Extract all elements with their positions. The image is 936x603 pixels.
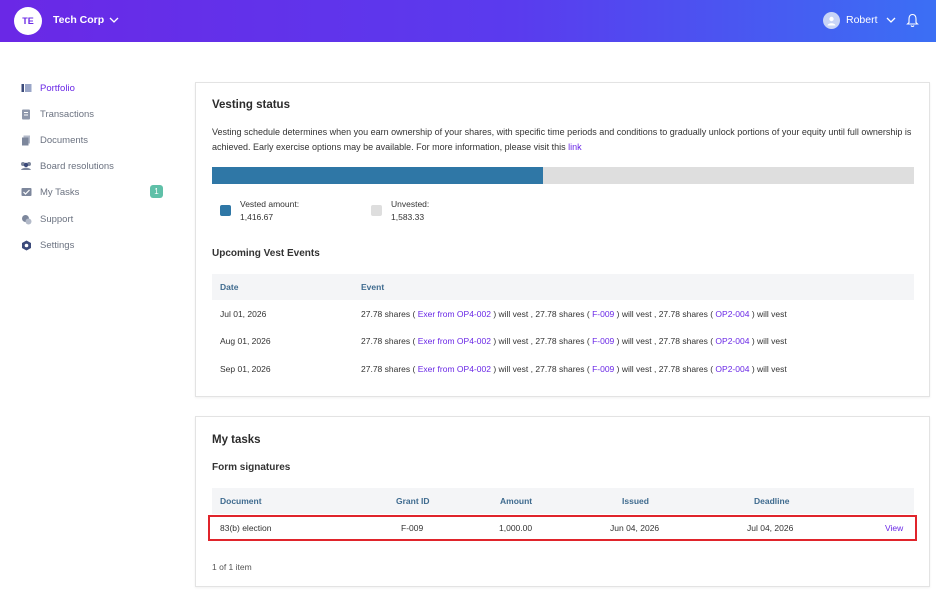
issued-date: Jun 04, 2026 bbox=[610, 523, 660, 533]
vesting-description: Vesting schedule determines when you ear… bbox=[212, 125, 912, 155]
top-header: TE Tech Corp Robert bbox=[0, 0, 936, 42]
amount: 1,000.00 bbox=[499, 523, 533, 533]
user-icon bbox=[827, 16, 836, 26]
document-name: 83(b) election bbox=[220, 523, 272, 533]
form-signatures-title: Form signatures bbox=[212, 462, 291, 473]
sidebar-item-settings[interactable]: Settings bbox=[20, 237, 170, 253]
vest-table-header: Date Event bbox=[212, 274, 914, 300]
vest-date: Aug 01, 2026 bbox=[220, 336, 271, 346]
grant-link[interactable]: Exer from OP4-002 bbox=[417, 336, 491, 346]
vesting-status-card: Vesting status Vesting schedule determin… bbox=[195, 82, 930, 397]
sidebar-item-label: Settings bbox=[40, 239, 75, 251]
vest-date: Sep 01, 2026 bbox=[220, 364, 271, 374]
tasks-count-badge: 1 bbox=[150, 185, 163, 198]
table-row: 83(b) election F-009 1,000.00 Jun 04, 20… bbox=[212, 515, 914, 542]
chevron-down-icon[interactable] bbox=[109, 15, 119, 25]
sidebar-item-label: Transactions bbox=[40, 108, 95, 120]
table-row: Aug 01, 2026 27.78 shares ( Exer from OP… bbox=[212, 328, 914, 355]
event-text: ) will vest , 27.78 shares ( bbox=[493, 309, 590, 319]
sidebar: Portfolio Transactions Documents Board r… bbox=[0, 42, 180, 603]
sidebar-item-label: Board resolutions bbox=[40, 160, 114, 172]
org-name[interactable]: Tech Corp bbox=[53, 14, 105, 26]
col-issued: Issued bbox=[622, 496, 649, 506]
info-link[interactable]: link bbox=[568, 142, 582, 152]
table-row: Sep 01, 2026 27.78 shares ( Exer from OP… bbox=[212, 356, 914, 383]
grant-link[interactable]: Exer from OP4-002 bbox=[417, 364, 491, 374]
board-icon bbox=[20, 160, 32, 172]
vesting-progress-bar bbox=[212, 167, 914, 184]
vested-value: 1,416.67 bbox=[240, 212, 274, 222]
event-text: ) will vest , 27.78 shares ( bbox=[616, 336, 714, 346]
grant-link[interactable]: F-009 bbox=[592, 309, 615, 319]
grant-id: F-009 bbox=[401, 523, 424, 533]
event-text: 27.78 shares ( bbox=[361, 309, 416, 319]
upcoming-vest-title: Upcoming Vest Events bbox=[212, 248, 320, 259]
event-text: 27.78 shares ( bbox=[361, 364, 416, 374]
sidebar-item-label: My Tasks bbox=[40, 186, 80, 198]
vest-event: 27.78 shares ( Exer from OP4-002 ) will … bbox=[361, 364, 787, 374]
col-document: Document bbox=[220, 496, 262, 506]
col-deadline: Deadline bbox=[754, 496, 790, 506]
event-text: ) will vest , 27.78 shares ( bbox=[493, 364, 590, 374]
vest-event: 27.78 shares ( Exer from OP4-002 ) will … bbox=[361, 309, 787, 319]
grant-link[interactable]: F-009 bbox=[592, 364, 615, 374]
event-text: ) will vest bbox=[751, 364, 787, 374]
tasks-title: My tasks bbox=[212, 434, 261, 446]
col-grant-id: Grant ID bbox=[396, 496, 430, 506]
vested-label: Vested amount: bbox=[240, 199, 300, 209]
unvested-value: 1,583.33 bbox=[391, 212, 425, 222]
my-tasks-card: My tasks Form signatures Document Grant … bbox=[195, 416, 930, 587]
grant-link[interactable]: F-009 bbox=[592, 336, 615, 346]
chevron-down-icon[interactable] bbox=[886, 15, 896, 25]
event-text: ) will vest bbox=[751, 336, 787, 346]
event-text: 27.78 shares ( bbox=[361, 336, 416, 346]
event-text: ) will vest , 27.78 shares ( bbox=[493, 336, 590, 346]
deadline-date: Jul 04, 2026 bbox=[747, 523, 794, 533]
support-icon bbox=[20, 213, 32, 225]
portfolio-icon bbox=[20, 82, 32, 94]
bell-icon[interactable] bbox=[906, 13, 919, 28]
transactions-icon bbox=[20, 108, 32, 120]
vesting-title: Vesting status bbox=[212, 99, 290, 111]
vest-event: 27.78 shares ( Exer from OP4-002 ) will … bbox=[361, 336, 787, 346]
sidebar-item-label: Support bbox=[40, 213, 74, 225]
highlighted-row-outline bbox=[208, 515, 917, 541]
vest-date: Jul 01, 2026 bbox=[220, 309, 267, 319]
col-date: Date bbox=[220, 282, 239, 292]
view-button[interactable]: View bbox=[885, 523, 904, 533]
table-row: Jul 01, 2026 27.78 shares ( Exer from OP… bbox=[212, 301, 914, 328]
vesting-description-text: Vesting schedule determines when you ear… bbox=[212, 127, 912, 152]
sidebar-item-label: Portfolio bbox=[40, 82, 75, 94]
col-event: Event bbox=[361, 282, 385, 292]
user-avatar[interactable] bbox=[823, 12, 840, 29]
pagination-info: 1 of 1 item bbox=[212, 562, 252, 572]
sidebar-item-my-tasks[interactable]: My Tasks 1 bbox=[20, 184, 170, 200]
user-name[interactable]: Robert bbox=[846, 14, 878, 26]
event-text: ) will vest , 27.78 shares ( bbox=[616, 309, 714, 319]
grant-link[interactable]: OP2-004 bbox=[715, 309, 750, 319]
grant-link[interactable]: OP2-004 bbox=[715, 336, 750, 346]
sidebar-item-portfolio[interactable]: Portfolio bbox=[20, 80, 170, 96]
sidebar-item-documents[interactable]: Documents bbox=[20, 132, 170, 148]
vested-progress-fill bbox=[212, 167, 544, 184]
unvested-label: Unvested: bbox=[391, 199, 430, 209]
vested-legend-swatch bbox=[220, 205, 231, 216]
event-text: ) will vest , 27.78 shares ( bbox=[616, 364, 714, 374]
grant-link[interactable]: OP2-004 bbox=[715, 364, 750, 374]
sidebar-item-support[interactable]: Support bbox=[20, 211, 170, 227]
documents-icon bbox=[20, 134, 32, 146]
settings-icon bbox=[20, 239, 32, 251]
grant-link[interactable]: Exer from OP4-002 bbox=[417, 309, 491, 319]
col-amount: Amount bbox=[500, 496, 533, 506]
tasks-icon bbox=[20, 186, 32, 198]
unvested-legend-swatch bbox=[371, 205, 382, 216]
sidebar-item-board-resolutions[interactable]: Board resolutions bbox=[20, 158, 170, 174]
org-avatar[interactable]: TE bbox=[14, 7, 42, 35]
event-text: ) will vest bbox=[751, 309, 787, 319]
sidebar-item-label: Documents bbox=[40, 134, 89, 146]
tasks-table-header: Document Grant ID Amount Issued Deadline bbox=[212, 488, 914, 514]
sidebar-item-transactions[interactable]: Transactions bbox=[20, 106, 170, 122]
